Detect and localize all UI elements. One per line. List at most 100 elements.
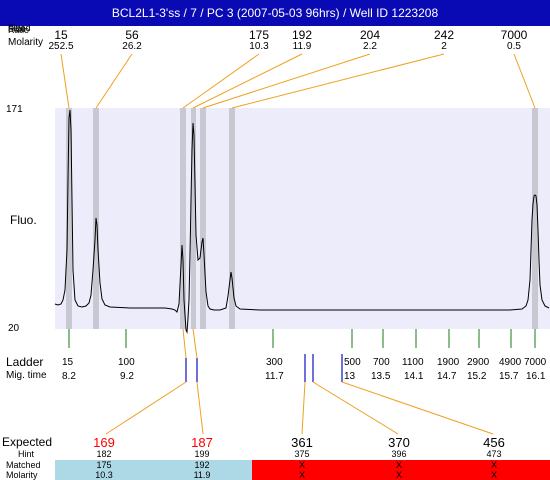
matched-value: 175 <box>96 460 112 470</box>
molarity-label: Molarity <box>8 37 44 48</box>
expected-leader <box>341 381 494 435</box>
matched-value: X <box>490 460 498 470</box>
header-row-labels: Fitted Size Ratio Molarity <box>0 23 46 55</box>
ladder-time: 16.1 <box>526 371 546 382</box>
hint-value: 473 <box>486 449 502 459</box>
peak-band <box>180 108 186 329</box>
peak-size: 175 <box>248 28 270 42</box>
ladder-size: 2900 <box>467 357 490 368</box>
peak-molarity: 11.9 <box>292 41 312 52</box>
expected-leader-lines <box>105 381 494 435</box>
ladder-size: 300 <box>266 357 283 368</box>
peak-leader <box>192 53 303 109</box>
ladder-size: 1100 <box>402 357 424 368</box>
peak-molarity: 10.3 <box>249 41 269 52</box>
peak-leader <box>202 53 371 109</box>
peak-molarity: 2.2 <box>363 41 377 52</box>
ladder-ticks <box>68 329 536 348</box>
expected-leader <box>105 381 187 435</box>
expected-marker-ticks <box>185 354 343 382</box>
size-label: Size <box>8 24 26 34</box>
peak-leader <box>513 53 536 109</box>
peak-band <box>229 108 235 329</box>
peak-molarity: 252.5 <box>48 41 74 52</box>
ladder-time: 8.2 <box>62 371 76 382</box>
peak-leader <box>60 53 70 109</box>
expected-leader <box>196 381 204 435</box>
expected-value: 361 <box>291 435 313 450</box>
peak-molarity: 2 <box>441 41 447 52</box>
expected-label: Expected <box>2 435 53 449</box>
molarity-value: X <box>395 470 403 480</box>
mig-time-label: Mig. time <box>6 370 47 381</box>
y-max-label: 171 <box>6 104 23 115</box>
ratio-label: Ratio <box>8 25 30 35</box>
ladder-size: 500 <box>344 357 361 368</box>
expected-value: 169 <box>93 435 115 450</box>
ladder-time: 14.7 <box>437 371 457 382</box>
peak-size: 204 <box>359 28 381 42</box>
matched-value: 192 <box>194 460 210 470</box>
plot-area <box>55 108 550 329</box>
marker-link <box>192 328 198 359</box>
molarity-value: 11.9 <box>193 470 211 480</box>
expected-value: 456 <box>483 435 505 450</box>
expected-leader <box>301 381 306 435</box>
ladder-time: 14.1 <box>404 371 424 382</box>
ladder-label: Ladder <box>6 355 44 369</box>
peak-band <box>66 108 72 329</box>
ladder-size: 15 <box>62 357 74 368</box>
miss-band <box>252 460 550 480</box>
marker-link <box>182 328 187 359</box>
window-title: BCL2L1-3'ss / 7 / PC 3 (2007-05-03 96hrs… <box>0 0 550 26</box>
match-band <box>55 460 252 480</box>
molarity-value: X <box>490 470 498 480</box>
matched-label: Matched <box>6 460 41 470</box>
expected-value: 187 <box>191 435 213 450</box>
ladder-time: 11.7 <box>265 371 284 382</box>
expected-value: 370 <box>388 435 410 450</box>
ladder-size: 4900 <box>499 357 522 368</box>
ladder-size: 7000 <box>524 357 547 368</box>
ladder-size: 100 <box>118 357 135 368</box>
peak-molarity: 26.2 <box>122 41 142 52</box>
peak-size: 242 <box>433 28 455 42</box>
match-table: Matched Molarity 169 182 175 10.3 187 19… <box>0 434 550 480</box>
hint-label: Hint <box>18 449 35 459</box>
peak-leader <box>231 53 445 109</box>
ladder-time: 13 <box>344 371 356 382</box>
peak-band <box>532 108 538 329</box>
expected-leader <box>312 381 399 435</box>
peak-leader <box>182 53 260 109</box>
ladder-size: 1900 <box>437 357 460 368</box>
y-min-label: 20 <box>8 323 20 334</box>
peak-leader <box>95 53 133 109</box>
marker-link-lines <box>182 328 198 359</box>
hint-value: 375 <box>294 449 310 459</box>
electropherogram-trace <box>54 109 550 334</box>
peak-band <box>200 108 206 329</box>
hint-value: 396 <box>391 449 407 459</box>
y-axis-label: Fluo. <box>10 213 37 227</box>
molarity-value: X <box>298 470 306 480</box>
hint-value: 199 <box>194 449 210 459</box>
matched-value: X <box>298 460 306 470</box>
hint-value: 182 <box>96 449 112 459</box>
ladder-size: 700 <box>373 357 390 368</box>
peak-size: 56 <box>125 28 139 42</box>
ladder-time: 15.7 <box>499 371 519 382</box>
fitted-label: Fitted <box>8 23 31 33</box>
peak-leader-lines <box>60 53 536 109</box>
molarity-value: 10.3 <box>95 470 113 480</box>
peak-size: 15 <box>54 28 68 42</box>
peak-size: 7000 <box>500 28 528 42</box>
ladder-time: 9.2 <box>120 371 134 382</box>
peak-molarity: 0.5 <box>507 41 521 52</box>
molarity-row-label: Molarity <box>6 470 38 480</box>
peak-size: 192 <box>291 28 313 42</box>
matched-value: X <box>395 460 403 470</box>
ladder-time: 15.2 <box>467 371 487 382</box>
ladder-time: 13.5 <box>371 371 391 382</box>
peak-band <box>191 108 196 329</box>
